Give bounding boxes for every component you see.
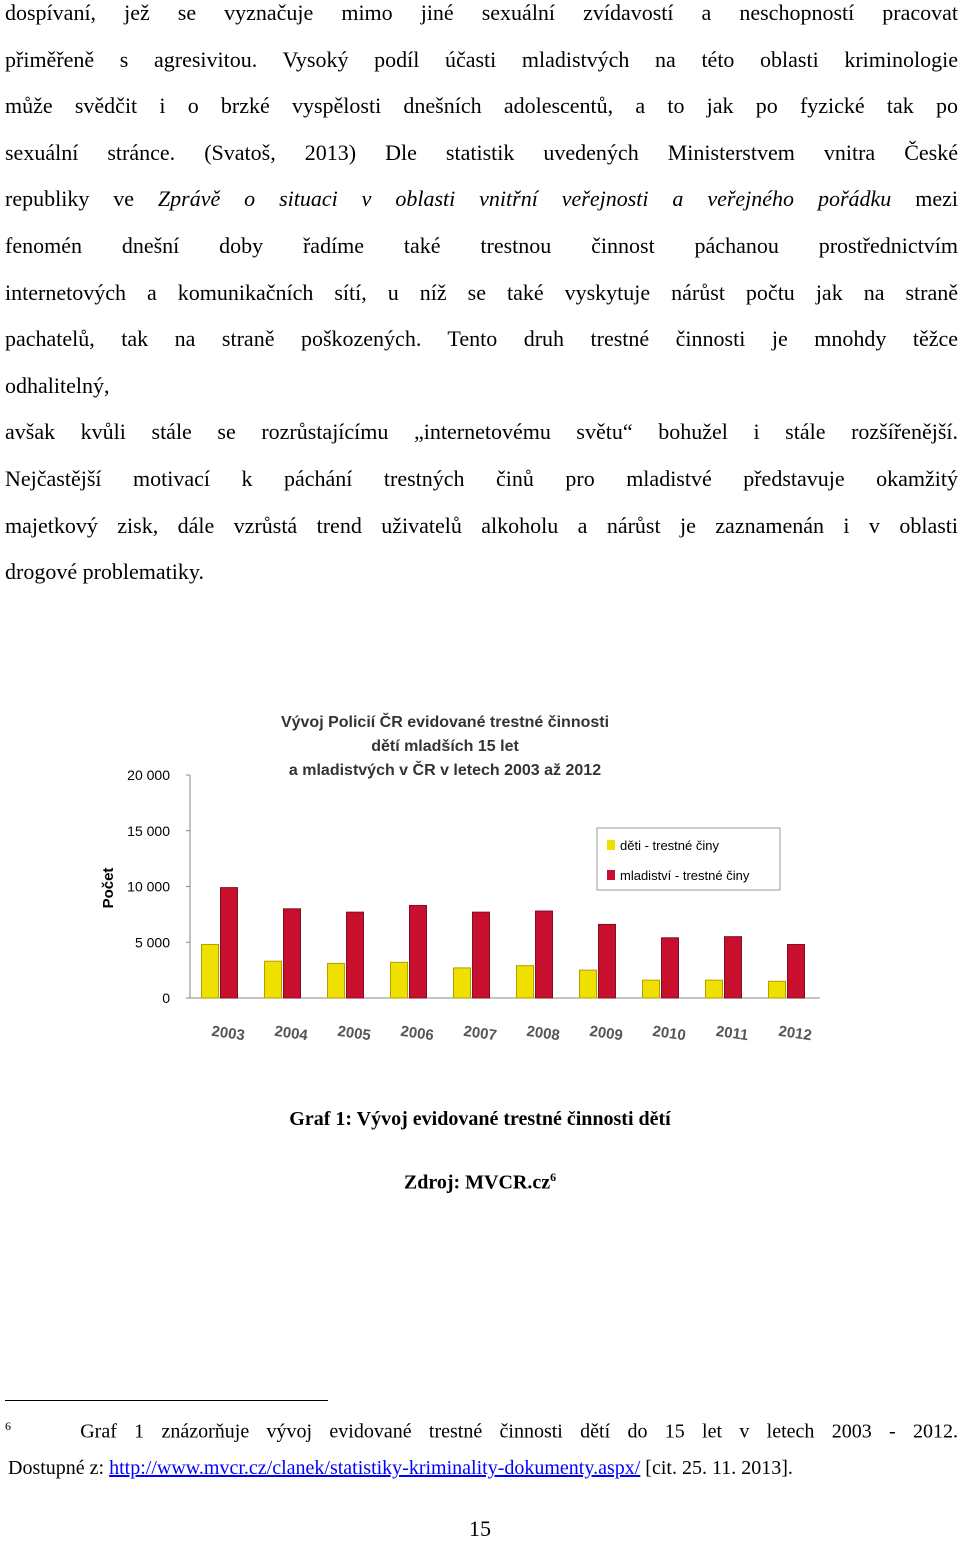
x-tick-label: 2011 [715,1023,750,1044]
footnote-line: 6 Graf 1 znázorňuje vývoj evidované tres… [5,1413,958,1445]
bar [598,923,616,999]
bar [453,967,471,999]
bar [346,911,364,999]
x-tick-label: 2012 [777,1023,812,1044]
text-span: majetkový zisk, dále vzrůstá trend uživa… [5,512,958,538]
text-span: pachatelů, tak na straně poškozených. Te… [5,326,958,352]
footnote-ref: 6 [550,1170,557,1184]
text-line: drogové problematiky. [5,559,958,585]
source-suffix: [cit. 25. 11. 2013]. [640,1457,793,1479]
x-tick-label: 2009 [588,1023,623,1044]
bar [787,943,805,999]
x-tick-label: 2004 [273,1023,309,1045]
bar [327,962,345,999]
text-span: Zprávě o situaci v oblasti vnitřní veřej… [157,186,892,212]
bar [535,910,553,999]
page-number: 15 [469,1516,491,1541]
legend-swatch [607,870,615,880]
y-tick-label: 5 000 [135,934,170,950]
chart-title: Vývoj Policií ČR evidované trestné činno… [281,712,609,731]
bar [283,908,301,999]
x-tick-label: 2005 [336,1023,371,1044]
source: Zdroj: MVCR.cz [403,1171,551,1194]
y-axis-label: Počet [100,868,117,909]
text-line: internetových a komunikačních sítí, u ní… [5,280,958,306]
bar [724,936,742,999]
source-link[interactable]: http://www.mvcr.cz/clanek/statistiky-kri… [109,1457,641,1479]
text-span: republiky ve [5,186,158,212]
bar [201,943,219,999]
text-line: Nejčastější motivací k páchání trestných… [5,466,958,492]
x-tick-label: 2006 [399,1023,434,1044]
source-prefix: Dostupné z: [8,1457,110,1479]
bar [390,961,408,999]
legend-box [596,827,781,891]
y-tick-label: 15 000 [127,823,170,839]
chart-title: a mladistvých v ČR v letech 2003 až 2012 [289,760,601,779]
bar [705,979,723,999]
caption-title: Graf 1: Vývoj evidované trestné činnosti… [289,1108,671,1130]
text-span: Nejčastější motivací k páchání trestných… [5,466,958,491]
chart-title: dětí mladších 15 let [371,738,519,755]
text-line: přiměřeně s agresivitou. Vysoký podíl úč… [5,47,958,73]
text-line: fenomén dnešní doby řadíme také trestnou… [5,233,958,259]
text-span: přiměřeně s agresivitou. Vysoký podíl úč… [5,46,958,72]
legend-label: děti - trestné činy [620,838,719,853]
text-line: dospívaní, jež se vyznačuje mimo jiné se… [5,0,958,26]
footnote-rule [5,1400,328,1401]
text-span: sexuální stránce. (Svatoš, 2013) Dle sta… [5,139,958,165]
text-span: drogové problematiky. [5,559,204,585]
bar [661,937,679,999]
bar [579,969,597,999]
text-span: dospívaní, jež se vyznačuje mimo jiné se… [5,0,958,25]
text-line: odhalitelný, [5,373,958,399]
text-line: republiky ve Zprávě o situaci v oblasti … [5,186,958,212]
footnote-text: Graf 1 znázorňuje vývoj evidované trestn… [80,1420,958,1443]
text-span: může svědčit i o brzké vyspělosti dnešní… [5,93,958,119]
bar [768,980,786,999]
text-line: majetkový zisk, dále vzrůstá trend uživa… [5,513,958,539]
bar [516,965,534,999]
y-tick-label: 10 000 [127,879,170,895]
bar [264,960,282,999]
text-span: odhalitelný, [5,372,110,398]
chart: Vývoj Policií ČR evidované trestné činno… [100,712,820,1045]
bar [472,911,490,999]
legend-label: mladiství - trestné činy [620,868,750,883]
text-line: může svědčit i o brzké vyspělosti dnešní… [5,93,958,119]
text-span: avšak kvůli stále se rozrůstajícímu „int… [5,419,958,445]
footnote-marker: 6 [5,1419,11,1433]
x-tick-label: 2010 [651,1023,686,1044]
text-line: avšak kvůli stále se rozrůstajícímu „int… [5,419,958,445]
footnote-source: Dostupné z: http://www.mvcr.cz/clanek/st… [8,1455,960,1481]
bar [220,887,238,999]
text-line: sexuální stránce. (Svatoš, 2013) Dle sta… [5,140,958,166]
caption-source: Zdroj: MVCR.cz6 [0,1170,960,1195]
x-tick-label: 2008 [525,1023,560,1044]
x-tick-label: 2007 [462,1023,497,1044]
text-span: fenomén dnešní doby řadíme také trestnou… [5,233,958,258]
bar [409,904,427,999]
bar [642,979,660,999]
text-line: pachatelů, tak na straně poškozených. Te… [5,326,958,352]
legend-swatch [607,840,615,850]
y-tick-label: 0 [162,990,170,1006]
x-tick-label: 2003 [210,1023,245,1044]
text-span: internetových a komunikačních sítí, u ní… [5,279,958,305]
text-span: mezi [891,186,958,212]
y-tick-label: 20 000 [127,767,170,783]
